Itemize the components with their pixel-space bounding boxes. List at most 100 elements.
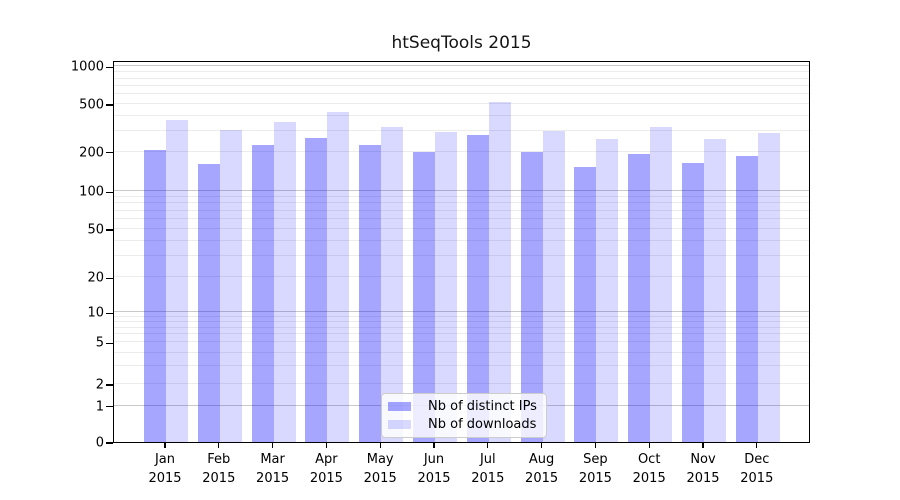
bar-mar-downloads (273, 121, 296, 442)
x-tick-mark-oct (648, 443, 650, 448)
gridline-7 (114, 326, 809, 328)
y-tick-label-20: 20 (87, 270, 104, 286)
gridline-400 (114, 114, 809, 116)
gridline-2 (114, 383, 809, 384)
legend-label-distinct-ips: Nb of distinct IPs (428, 398, 537, 414)
gridline-300 (114, 129, 809, 131)
y-tick-label-500: 500 (79, 97, 104, 113)
x-tick-mark-apr (325, 443, 328, 448)
x-tick-label-aug: Aug 2015 (525, 452, 559, 486)
x-tick-label-mar: Mar 2015 (256, 452, 290, 486)
gridline-60 (114, 218, 809, 220)
gridline-30 (114, 254, 809, 256)
gridline-90 (114, 196, 809, 197)
gridline-20 (114, 276, 809, 278)
x-tick-label-oct: Oct 2015 (632, 452, 666, 486)
x-tick-label-jan: Jan 2015 (148, 452, 182, 486)
gridline-50 (114, 228, 809, 229)
y-tick-mark-1 (106, 406, 113, 408)
gridline-100 (114, 190, 809, 192)
bar-may-downloads (381, 126, 404, 442)
bar-jan-ips (144, 149, 166, 442)
bar-jul-downloads (488, 101, 511, 442)
x-tick-mark-jun (433, 443, 435, 448)
x-tick-mark-mar (271, 443, 274, 448)
bar-aug-downloads (542, 131, 565, 442)
bar-feb-downloads (219, 130, 242, 442)
gridline-200 (114, 150, 809, 152)
y-tick-mark-200 (106, 152, 113, 154)
bar-sep-ips (574, 166, 597, 442)
legend-item-downloads: Nb of downloads (388, 417, 540, 432)
gridline-70 (114, 209, 809, 211)
legend-label-downloads: Nb of downloads (428, 417, 537, 433)
bar-nov-ips (682, 163, 704, 442)
x-tick-mark-aug (540, 443, 543, 448)
y-tick-mark-1000 (106, 66, 113, 68)
gridline-5 (114, 341, 809, 343)
plot-area: Nb of distinct IPs Nb of downloads (113, 61, 810, 443)
y-tick-label-0: 0 (95, 435, 104, 451)
bar-may-ips (359, 144, 382, 442)
x-tick-mark-dec (756, 443, 758, 448)
bar-apr-downloads (327, 111, 350, 442)
gridline-700 (114, 84, 809, 86)
bar-jun-ips (413, 151, 435, 442)
gridline-9 (114, 315, 809, 317)
bar-aug-ips (520, 151, 543, 442)
gridline-500 (114, 103, 809, 104)
y-tick-label-5: 5 (95, 335, 104, 351)
bar-feb-ips (197, 164, 220, 442)
x-tick-mark-sep (594, 443, 597, 448)
gridline-1000 (114, 65, 809, 67)
gridline-800 (114, 77, 809, 79)
bar-jan-downloads (166, 120, 188, 442)
bar-oct-downloads (650, 127, 673, 442)
x-tick-mark-nov (702, 443, 704, 448)
gridline-3 (114, 364, 809, 366)
x-tick-label-jun: Jun 2015 (417, 452, 451, 486)
y-tick-mark-2 (106, 384, 113, 386)
x-tick-label-jul: Jul 2015 (471, 452, 505, 486)
gridline-900 (114, 71, 809, 73)
y-tick-label-2: 2 (95, 377, 104, 393)
legend: Nb of distinct IPs Nb of downloads (381, 393, 547, 438)
gridline-6 (114, 333, 809, 335)
gridline-600 (114, 93, 809, 95)
x-tick-mark-feb (218, 443, 220, 448)
gridline-10 (114, 311, 809, 313)
bar-sep-downloads (596, 139, 619, 442)
x-tick-mark-jan (164, 443, 166, 448)
y-tick-label-1000: 1000 (70, 59, 104, 75)
bar-dec-ips (735, 156, 758, 442)
legend-item-distinct-ips: Nb of distinct IPs (388, 399, 540, 414)
x-tick-label-sep: Sep 2015 (578, 452, 612, 486)
gridline-80 (114, 202, 809, 204)
bar-jun-downloads (435, 131, 457, 442)
bar-nov-downloads (704, 138, 726, 442)
x-tick-label-dec: Dec 2015 (740, 452, 774, 486)
y-tick-label-50: 50 (87, 222, 104, 238)
x-tick-label-nov: Nov 2015 (686, 452, 720, 486)
legend-swatch-downloads (388, 420, 411, 430)
x-tick-mark-may (379, 443, 381, 448)
y-tick-mark-20 (106, 277, 113, 279)
bar-jul-ips (466, 134, 489, 442)
y-tick-mark-50 (106, 229, 113, 231)
gridline-4 (114, 351, 809, 353)
gridline-40 (114, 239, 809, 241)
x-tick-mark-jul (487, 443, 489, 448)
gridline-8 (114, 321, 809, 322)
y-tick-label-10: 10 (87, 305, 104, 321)
bar-mar-ips (251, 144, 274, 442)
y-tick-mark-0 (106, 442, 113, 444)
bar-dec-downloads (757, 133, 780, 442)
y-tick-mark-5 (106, 342, 113, 344)
legend-swatch-distinct-ips (388, 401, 411, 411)
y-tick-mark-500 (106, 104, 113, 106)
y-tick-mark-10 (106, 312, 113, 314)
bar-oct-ips (628, 154, 651, 442)
y-tick-label-100: 100 (79, 184, 104, 200)
chart-title: htSeqTools 2015 (391, 33, 532, 53)
